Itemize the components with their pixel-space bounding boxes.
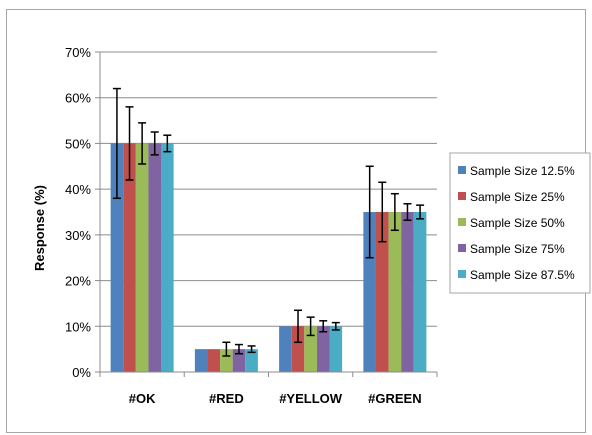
y-tick-label: 40%	[65, 182, 91, 197]
bar	[316, 326, 330, 372]
bar	[291, 326, 305, 372]
bar	[123, 143, 136, 372]
y-tick-label: 70%	[65, 45, 91, 60]
x-tick-label: #YELLOW	[279, 391, 343, 406]
bars	[110, 143, 427, 372]
bar	[161, 143, 174, 372]
bar	[110, 143, 124, 372]
legend-swatch	[458, 218, 466, 226]
x-tick-label: #GREEN	[368, 391, 421, 406]
legend: Sample Size 12.5% Sample Size 25% Sample S…	[449, 152, 591, 294]
bar	[207, 349, 221, 372]
bar	[329, 326, 343, 372]
bar	[135, 143, 149, 372]
legend-entry: Sample Size 12.5%	[470, 164, 575, 178]
bar	[363, 212, 376, 372]
bar	[401, 212, 414, 372]
bar	[194, 349, 208, 372]
error-bars	[112, 87, 425, 357]
y-tick-label: 50%	[65, 136, 91, 151]
bar	[304, 326, 317, 372]
bar	[148, 143, 162, 372]
bar	[279, 326, 292, 372]
legend-box	[449, 152, 591, 294]
legend-entry: Sample Size 75%	[470, 242, 565, 256]
bar	[388, 212, 402, 372]
y-tick-label: 0%	[72, 365, 91, 380]
y-axis-label: Response (%)	[32, 185, 47, 271]
legend-entry: Sample Size 50%	[470, 216, 565, 230]
legend-swatch	[458, 166, 466, 174]
axes: 0% 10% 20% 30% 40% 50% 60% 70% #OK #RED #YELLOW #GR…	[65, 45, 438, 406]
y-tick-label: 20%	[65, 274, 91, 289]
y-tick-label: 30%	[65, 228, 91, 243]
x-tick-label: #OK	[129, 391, 156, 406]
bar	[245, 349, 258, 372]
bar	[375, 212, 389, 372]
legend-entry: Sample Size 25%	[470, 190, 565, 204]
y-tick-label: 10%	[65, 319, 91, 334]
legend-swatch	[458, 192, 466, 200]
legend-swatch	[458, 244, 466, 252]
y-tick-label: 60%	[65, 91, 91, 106]
legend-entry: Sample Size 87.5%	[470, 268, 575, 282]
legend-swatch	[458, 270, 466, 278]
bar	[232, 349, 246, 372]
x-tick-label: #RED	[209, 391, 244, 406]
bar	[413, 212, 427, 372]
bar	[220, 349, 233, 372]
